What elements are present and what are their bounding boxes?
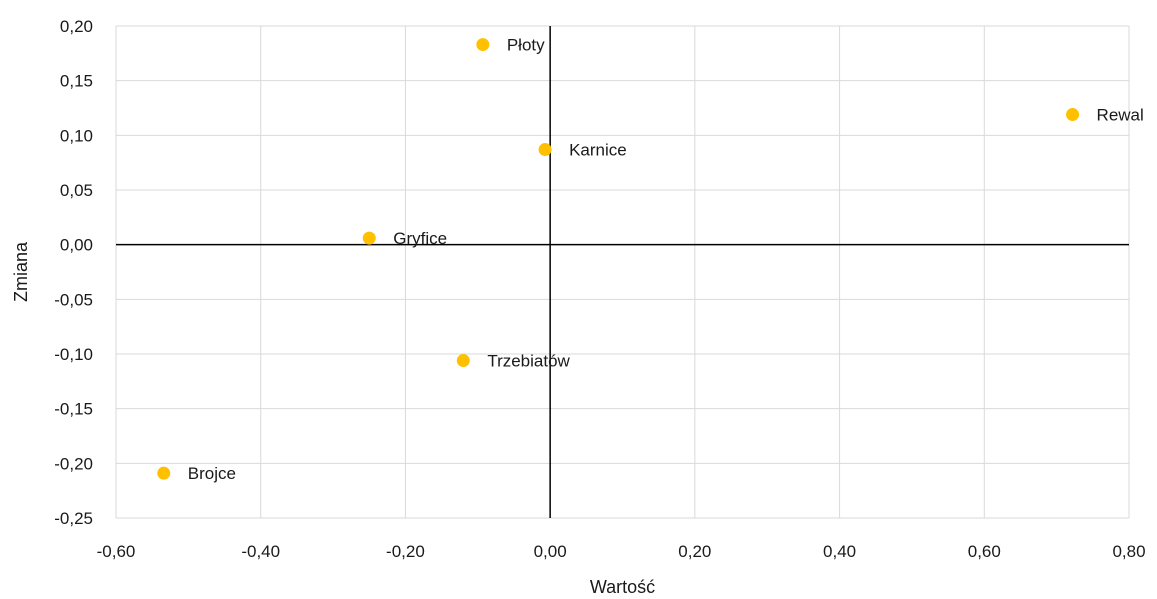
x-axis-title: Wartość xyxy=(590,577,655,597)
zero-axis-lines xyxy=(116,26,1129,518)
y-tick-label: 0,15 xyxy=(60,72,93,91)
y-tick-label: -0,05 xyxy=(54,290,93,309)
vertical-gridlines xyxy=(115,26,1130,518)
data-point xyxy=(157,466,171,480)
y-tick-label: -0,20 xyxy=(54,454,93,473)
y-tick-label: 0,00 xyxy=(60,236,93,255)
data-point xyxy=(1066,108,1080,122)
data-point xyxy=(538,143,552,157)
data-point-label: Karnice xyxy=(569,141,627,160)
y-axis-title: Zmiana xyxy=(11,241,31,302)
y-tick-label: 0,10 xyxy=(60,126,93,145)
x-tick-label: 0,20 xyxy=(678,542,711,561)
horizontal-gridlines xyxy=(116,25,1129,519)
x-tick-label: -0,60 xyxy=(97,542,136,561)
y-tick-label: -0,15 xyxy=(54,400,93,419)
y-tick-label: -0,10 xyxy=(54,345,93,364)
data-point-label: Gryfice xyxy=(393,229,447,248)
data-point xyxy=(362,231,376,245)
data-point-label: Brojce xyxy=(188,464,236,483)
x-axis-tick-labels: -0,60 -0,40 -0,20 0,00 0,20 0,40 0,60 0,80 xyxy=(97,542,1146,561)
data-point-label: Rewal xyxy=(1097,106,1144,125)
y-tick-label: -0,25 xyxy=(54,509,93,528)
x-tick-label: -0,20 xyxy=(386,542,425,561)
y-tick-label: 0,05 xyxy=(60,181,93,200)
x-tick-label: -0,40 xyxy=(241,542,280,561)
data-point xyxy=(476,38,490,52)
x-tick-label: 0,00 xyxy=(534,542,567,561)
y-tick-label: 0,20 xyxy=(60,17,93,36)
x-tick-label: 0,60 xyxy=(968,542,1001,561)
x-tick-label: 0,80 xyxy=(1112,542,1145,561)
data-point-label: Płoty xyxy=(507,36,545,55)
data-point xyxy=(456,354,470,368)
x-tick-label: 0,40 xyxy=(823,542,856,561)
data-point-labels: Płoty Rewal Karnice Gryfice Trzebiatów Brojce xyxy=(188,36,1144,484)
data-points xyxy=(157,38,1080,480)
y-axis-tick-labels: -0,25 -0,20 -0,15 -0,10 -0,05 0,00 0,05 0,10 0,1… xyxy=(54,17,93,528)
data-point-label: Trzebiatów xyxy=(487,352,570,371)
